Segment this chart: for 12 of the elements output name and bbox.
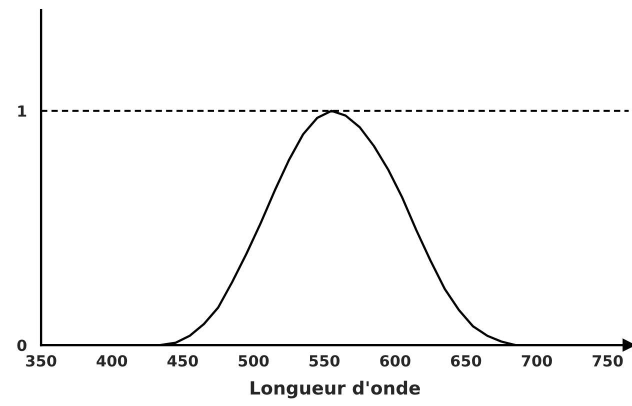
x-tick-label: 550 xyxy=(310,355,340,367)
x-tick-label: 750 xyxy=(592,355,623,367)
x-tick-label: 500 xyxy=(238,355,269,367)
x-tick-label: 350 xyxy=(26,355,56,367)
y-tick-label: 0 xyxy=(17,340,26,352)
x-tick-label: 400 xyxy=(96,355,128,367)
x-tick-label: 650 xyxy=(450,355,482,367)
x-tick-label: 600 xyxy=(380,355,410,367)
x-tick-label: 700 xyxy=(522,355,552,367)
y-tick-label: 1 xyxy=(18,106,26,117)
x-axis-title: Longueur d'onde xyxy=(250,380,420,398)
x-tick-label: 450 xyxy=(167,355,198,367)
